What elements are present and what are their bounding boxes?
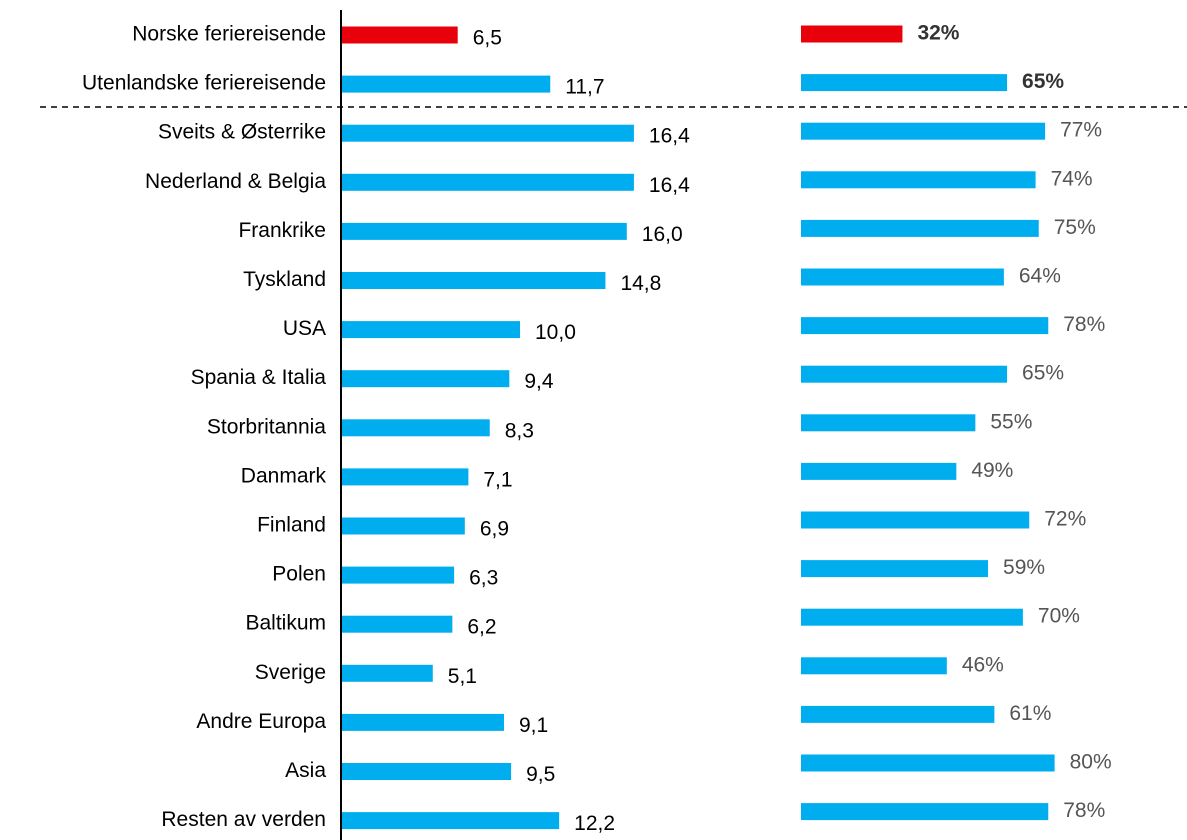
bar (801, 122, 1046, 140)
category-label: Asia (285, 759, 326, 782)
value-label: 49% (971, 459, 1013, 482)
category-label: Nederland & Belgia (145, 170, 326, 193)
category-label: Resten av verden (161, 808, 326, 831)
bar (342, 321, 520, 339)
value-label: 7,1 (483, 468, 512, 491)
bar (801, 560, 989, 578)
value-label: 6,5 (473, 27, 502, 50)
bar (342, 566, 455, 584)
value-label: 70% (1038, 605, 1080, 628)
bar (342, 763, 512, 780)
value-label: 6,3 (469, 567, 498, 590)
bar (342, 517, 465, 535)
value-label: 9,4 (524, 370, 554, 393)
bar (342, 419, 490, 437)
value-label: 10,0 (535, 321, 576, 344)
bar (801, 511, 1030, 529)
category-label: Norske feriereisende (132, 23, 326, 46)
bar (801, 705, 995, 723)
category-label: Sveits & Østerrike (158, 121, 326, 144)
category-label: USA (283, 317, 326, 340)
value-label: 8,3 (505, 419, 534, 442)
value-label: 59% (1003, 556, 1045, 579)
category-label: Utenlandske feriereisende (82, 72, 326, 95)
value-label: 65% (1022, 362, 1064, 385)
bar (801, 754, 1055, 772)
category-label: Andre Europa (196, 710, 326, 733)
value-label: 55% (990, 410, 1032, 433)
value-label: 5,1 (448, 665, 477, 688)
bar (342, 468, 469, 486)
value-label: 9,5 (526, 763, 555, 786)
bar (342, 26, 458, 44)
bar (342, 713, 504, 731)
bar (342, 272, 606, 289)
category-label: Tyskland (243, 268, 326, 291)
bar (801, 317, 1049, 335)
value-label: 64% (1019, 265, 1061, 288)
value-label: 6,2 (467, 616, 496, 639)
category-label: Finland (257, 514, 326, 537)
value-label: 6,9 (480, 518, 509, 541)
bar (801, 365, 1008, 383)
value-label: 72% (1044, 508, 1086, 531)
bar (342, 173, 634, 191)
bar (342, 222, 627, 240)
bar (801, 414, 976, 432)
value-label: 65% (1022, 70, 1064, 93)
category-label: Spania & Italia (191, 366, 327, 389)
bar (342, 664, 433, 682)
value-label: 16,4 (649, 125, 690, 148)
category-label: Baltikum (245, 612, 326, 635)
value-label: 46% (962, 653, 1004, 676)
bar (342, 615, 453, 633)
bar (801, 171, 1036, 189)
bar (342, 812, 560, 830)
value-label: 75% (1054, 216, 1096, 239)
bar (801, 803, 1049, 821)
category-label: Danmark (241, 464, 327, 487)
value-label: 32% (917, 22, 959, 45)
bar (801, 657, 947, 675)
bar (801, 219, 1039, 237)
value-label: 16,0 (642, 223, 683, 246)
bar (801, 268, 1004, 286)
bar (342, 124, 634, 142)
category-label: Storbritannia (207, 415, 326, 438)
bar (801, 74, 1008, 92)
value-label: 80% (1070, 751, 1112, 774)
value-label: 74% (1051, 167, 1093, 190)
bar (801, 462, 957, 480)
value-label: 78% (1063, 313, 1105, 336)
bar (801, 608, 1023, 626)
category-label: Frankrike (238, 219, 326, 242)
value-label: 14,8 (620, 272, 661, 295)
category-label: Polen (272, 563, 326, 586)
category-label: Sverige (255, 661, 326, 684)
value-label: 61% (1009, 702, 1051, 725)
bar (342, 75, 551, 93)
value-label: 12,2 (574, 812, 615, 835)
value-label: 78% (1063, 799, 1105, 822)
value-label: 77% (1060, 119, 1102, 142)
value-label: 9,1 (519, 714, 548, 737)
bar (342, 370, 510, 388)
bar (801, 25, 903, 43)
value-label: 11,7 (565, 76, 604, 99)
value-label: 16,4 (649, 174, 690, 197)
